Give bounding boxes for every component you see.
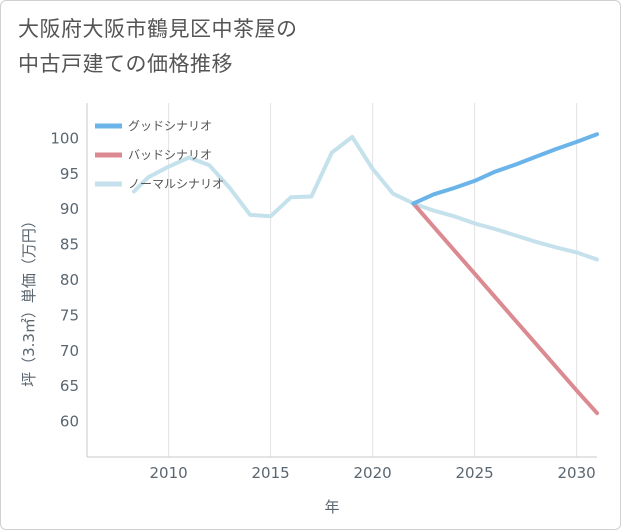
y-tick-label: 85 bbox=[60, 236, 79, 254]
x-tick-label: 2020 bbox=[354, 464, 392, 482]
y-tick-label: 100 bbox=[50, 129, 79, 147]
y-tick-labels: 60 65 70 75 80 85 90 95 100 bbox=[50, 129, 79, 430]
chart-title: 大阪府大阪市鶴見区中茶屋の 中古戸建ての価格推移 bbox=[18, 12, 418, 82]
x-tick-label: 2015 bbox=[252, 464, 290, 482]
legend-label: グッドシナリオ bbox=[128, 119, 212, 133]
x-tick-labels: 2010 2015 2020 2025 2030 bbox=[150, 464, 596, 482]
legend-label: ノーマルシナリオ bbox=[128, 177, 224, 191]
x-tick-label: 2030 bbox=[558, 464, 596, 482]
legend-item: ノーマルシナリオ bbox=[95, 177, 224, 191]
chart-title-line2: 中古戸建ての価格推移 bbox=[18, 52, 233, 76]
y-tick-label: 70 bbox=[60, 342, 79, 360]
chart-title-line1: 大阪府大阪市鶴見区中茶屋の bbox=[18, 17, 298, 41]
x-axis-label: 年 bbox=[324, 498, 339, 516]
series-line-1 bbox=[411, 132, 599, 206]
y-tick-label: 90 bbox=[60, 200, 79, 218]
legend-item: バッドシナリオ bbox=[95, 148, 212, 162]
y-tick-label: 60 bbox=[60, 413, 79, 431]
y-axis-label: 坪（3.3㎡）単価（万円） bbox=[20, 213, 38, 387]
y-tick-label: 65 bbox=[60, 377, 79, 395]
series-lines bbox=[131, 132, 599, 416]
series-line-0 bbox=[131, 135, 599, 262]
legend-item: グッドシナリオ bbox=[95, 119, 212, 133]
y-tick-label: 75 bbox=[60, 306, 79, 324]
series-line-2 bbox=[411, 201, 599, 416]
grid bbox=[168, 103, 578, 457]
x-tick-label: 2010 bbox=[150, 464, 188, 482]
y-tick-label: 80 bbox=[60, 271, 79, 289]
legend-label: バッドシナリオ bbox=[128, 148, 212, 162]
x-tick-label: 2025 bbox=[456, 464, 494, 482]
axes bbox=[86, 103, 597, 458]
y-tick-label: 95 bbox=[60, 165, 79, 183]
